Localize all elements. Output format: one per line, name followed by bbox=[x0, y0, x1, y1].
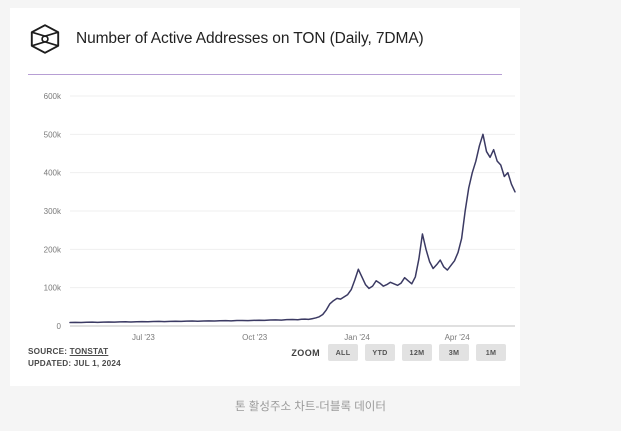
line-chart-svg[interactable]: 0 100k 200k 300k 400k 500k 600k Jul '23 Oct '23… bbox=[10, 86, 520, 344]
source-prefix-label: SOURCE: bbox=[28, 347, 70, 356]
x-axis-tick-label: Jan '24 bbox=[344, 333, 370, 342]
chart-card: Number of Active Addresses on TON (Daily… bbox=[10, 8, 520, 386]
chart-plot-area[interactable]: 0 100k 200k 300k 400k 500k 600k Jul '23 Oct '23… bbox=[10, 86, 520, 344]
source-link-tonstat[interactable]: TONSTAT bbox=[69, 347, 109, 356]
header-divider bbox=[28, 74, 502, 76]
y-axis-tick-label: 100k bbox=[44, 284, 62, 293]
x-axis-tick-label: Oct '23 bbox=[242, 333, 268, 342]
page-title: Number of Active Addresses on TON (Daily… bbox=[76, 30, 424, 47]
zoom-controls: ZOOM ALL YTD 12M 3M 1M bbox=[291, 344, 506, 361]
chart-gridlines bbox=[70, 95, 515, 289]
y-axis-tick-label: 500k bbox=[44, 130, 62, 139]
zoom-button-12m[interactable]: 12M bbox=[402, 344, 432, 361]
card-footer: SOURCE: TONSTAT UPDATED: JUL 1, 2024 ZOO… bbox=[10, 344, 520, 386]
image-caption: 톤 활성주소 차트-더블록 데이터 bbox=[235, 401, 386, 413]
y-axis-tick-label: 600k bbox=[44, 92, 62, 101]
x-axis-tick-label: Jul '23 bbox=[132, 333, 155, 342]
y-axis-tick-label: 0 bbox=[57, 322, 62, 331]
series-line-active-addresses bbox=[69, 133, 516, 324]
zoom-button-3m[interactable]: 3M bbox=[439, 344, 469, 361]
ton-cube-logo-icon bbox=[30, 24, 60, 54]
y-axis-tick-label: 400k bbox=[44, 169, 62, 178]
card-header: Number of Active Addresses on TON (Daily… bbox=[10, 8, 520, 70]
zoom-button-all[interactable]: ALL bbox=[328, 344, 358, 361]
chart-xtick-labels: Jul '23 Oct '23 Jan '24 Apr '24 bbox=[132, 333, 470, 342]
zoom-label: ZOOM bbox=[291, 347, 320, 358]
x-axis-tick-label: Apr '24 bbox=[445, 333, 471, 342]
zoom-button-ytd[interactable]: YTD bbox=[365, 344, 395, 361]
source-block: SOURCE: TONSTAT UPDATED: JUL 1, 2024 bbox=[28, 346, 121, 369]
y-axis-tick-label: 300k bbox=[44, 207, 62, 216]
chart-ytick-labels: 0 100k 200k 300k 400k 500k 600k bbox=[44, 92, 62, 331]
zoom-button-1m[interactable]: 1M bbox=[476, 344, 506, 361]
y-axis-tick-label: 200k bbox=[44, 245, 62, 254]
updated-line: UPDATED: JUL 1, 2024 bbox=[28, 358, 121, 368]
source-line: SOURCE: TONSTAT bbox=[28, 346, 121, 358]
